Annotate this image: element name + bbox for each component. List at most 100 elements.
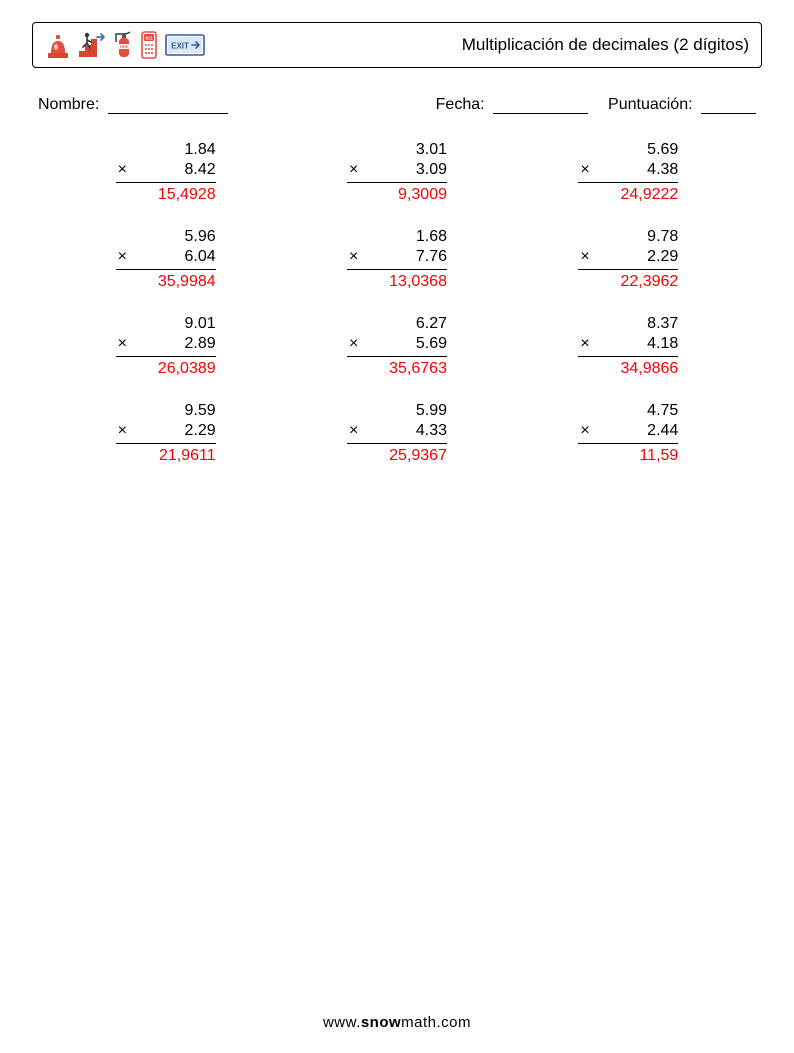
multiplier-row: × 4.33	[347, 421, 447, 441]
multiplier-row: × 5.69	[347, 334, 447, 354]
rule-line	[347, 182, 447, 183]
problem-box: 9.01×2.8926,0389	[116, 314, 216, 379]
multiplier-row: ×2.29	[578, 247, 678, 267]
operator: ×	[578, 334, 589, 354]
score-blank[interactable]	[701, 99, 756, 114]
operator: ×	[116, 247, 127, 267]
worksheet-title: Multiplicación de decimales (2 dígitos)	[462, 35, 749, 55]
rule-line	[578, 356, 678, 357]
operator: ×	[347, 421, 358, 441]
date-blank[interactable]	[493, 99, 588, 114]
problem-box: 9.59×2.2921,9611	[116, 401, 216, 466]
multiplicand: 8.37	[578, 314, 678, 334]
problem: 3.01×3.099,3009	[281, 140, 512, 205]
operator: ×	[347, 160, 358, 180]
stairs-exit-icon	[77, 31, 107, 59]
operator: ×	[116, 334, 127, 354]
multiplier: 2.29	[647, 247, 678, 267]
operator: ×	[578, 421, 589, 441]
phone-911-icon: 911	[139, 30, 159, 60]
multiplicand: 9.59	[116, 401, 216, 421]
multiplier: 7.76	[416, 247, 447, 267]
multiplicand: 9.01	[116, 314, 216, 334]
multiplier-row: ×4.18	[578, 334, 678, 354]
problem: 6.27×5.6935,6763	[281, 314, 512, 379]
operator: ×	[347, 334, 358, 354]
answer: 9,3009	[347, 185, 447, 205]
multiplicand: 6.27	[347, 314, 447, 334]
multiplicand: 1.68	[347, 227, 447, 247]
multiplicand: 9.78	[578, 227, 678, 247]
multiplier: 5.69	[416, 334, 447, 354]
rule-line	[347, 443, 447, 444]
multiplier-row: × 2.29	[116, 421, 216, 441]
problem: 9.01×2.8926,0389	[50, 314, 281, 379]
rule-line	[116, 356, 216, 357]
date-label: Fecha:	[436, 96, 588, 114]
date-label-text: Fecha:	[436, 96, 485, 113]
multiplier: 4.38	[647, 160, 678, 180]
answer: 25,9367	[347, 446, 447, 466]
problem: 1.84× 8.42 15,4928	[50, 140, 281, 205]
multiplicand: 4.75	[578, 401, 678, 421]
problem-box: 3.01×3.099,3009	[347, 140, 447, 205]
problem: 1.68× 7.76 13,0368	[281, 227, 512, 292]
operator: ×	[347, 247, 358, 267]
problems-grid: 1.84×8.4215,49283.01×3.099,30095.69×4.38…	[32, 140, 762, 466]
operator: ×	[116, 421, 127, 441]
problem: 5.96× 6.04 35,9984	[50, 227, 281, 292]
rule-line	[347, 356, 447, 357]
footer: www.snowmath.com	[0, 1014, 794, 1031]
rule-line	[116, 269, 216, 270]
problem-box: 9.78×2.2922,3962	[578, 227, 678, 292]
footer-prefix: www.	[323, 1014, 361, 1031]
operator: ×	[116, 160, 127, 180]
rule-line	[116, 443, 216, 444]
multiplier: 4.33	[416, 421, 447, 441]
answer: 13,0368	[347, 272, 447, 292]
score-label: Puntuación:	[608, 96, 756, 114]
answer: 35,9984	[116, 272, 216, 292]
answer: 15,4928	[116, 185, 216, 205]
exit-sign-icon: EXIT	[165, 32, 205, 58]
problem-box: 8.37×4.18 34,9866	[578, 314, 678, 379]
problem-box: 5.69×4.3824,9222	[578, 140, 678, 205]
multiplicand: 5.69	[578, 140, 678, 160]
name-label: Nombre:	[38, 96, 228, 114]
svg-text:911: 911	[145, 36, 153, 41]
score-label-text: Puntuación:	[608, 96, 693, 113]
rule-line	[347, 269, 447, 270]
rule-line	[578, 443, 678, 444]
header-bar: FIRE 911	[32, 22, 762, 68]
name-label-text: Nombre:	[38, 96, 99, 113]
problem-box: 4.75×2.4411,59	[578, 401, 678, 466]
multiplicand: 1.84	[116, 140, 216, 160]
problem: 5.69×4.3824,9222	[513, 140, 744, 205]
multiplicand: 5.96	[116, 227, 216, 247]
svg-text:EXIT: EXIT	[171, 42, 189, 51]
answer: 34,9866	[578, 359, 678, 379]
name-blank[interactable]	[108, 99, 228, 114]
info-row: Nombre: Fecha: Puntuación:	[32, 96, 762, 114]
multiplier: 8.42	[185, 160, 216, 180]
problem: 5.99× 4.33 25,9367	[281, 401, 512, 466]
problem-box: 1.84× 8.42 15,4928	[116, 140, 216, 205]
rule-line	[578, 182, 678, 183]
header-icons: FIRE 911	[45, 30, 205, 60]
problem-box: 5.99× 4.33 25,9367	[347, 401, 447, 466]
multiplier-row: × 8.42	[116, 160, 216, 180]
multiplier-row: ×3.09	[347, 160, 447, 180]
rule-line	[116, 182, 216, 183]
extinguisher-icon: FIRE	[113, 30, 133, 60]
problem: 4.75×2.4411,59	[513, 401, 744, 466]
multiplier: 2.29	[185, 421, 216, 441]
rule-line	[578, 269, 678, 270]
operator: ×	[578, 160, 589, 180]
problem-box: 1.68× 7.76 13,0368	[347, 227, 447, 292]
problem: 9.59×2.2921,9611	[50, 401, 281, 466]
alarm-light-icon	[45, 31, 71, 59]
multiplier-row: ×2.89	[116, 334, 216, 354]
problem-box: 5.96× 6.04 35,9984	[116, 227, 216, 292]
multiplier: 6.04	[185, 247, 216, 267]
multiplicand: 5.99	[347, 401, 447, 421]
